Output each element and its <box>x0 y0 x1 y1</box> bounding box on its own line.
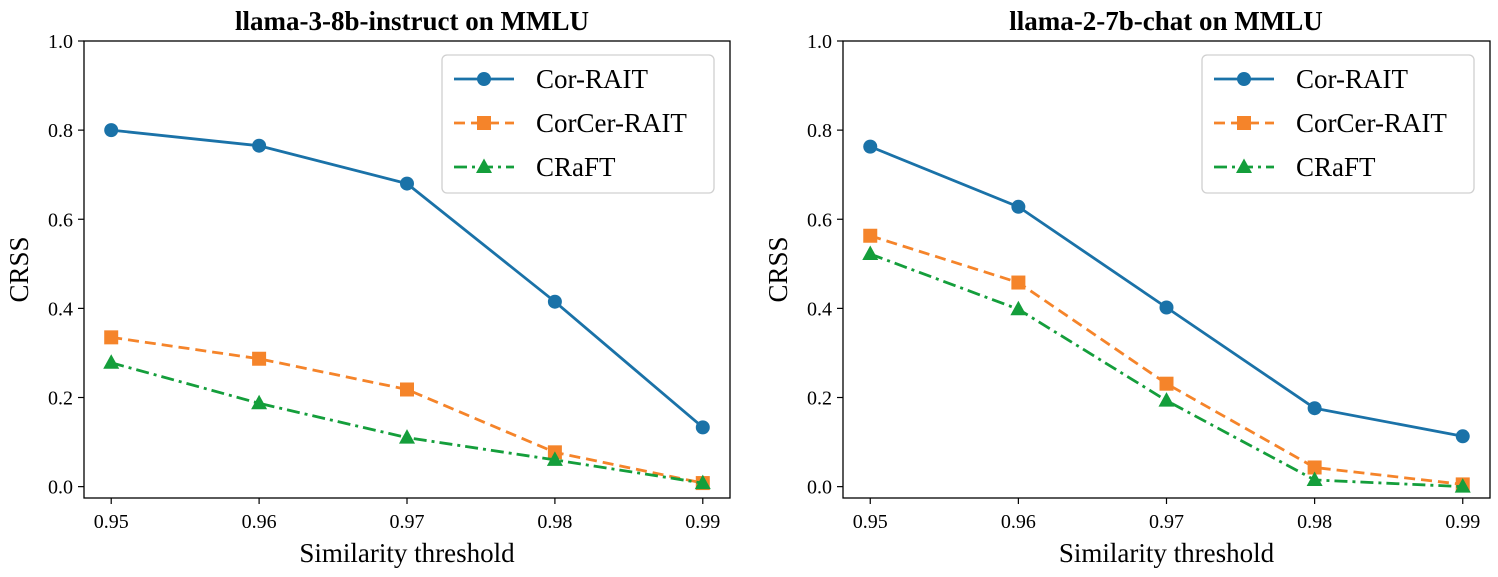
x-tick-label: 0.96 <box>1001 511 1036 533</box>
x-tick-label: 0.97 <box>390 511 425 533</box>
legend-label: CRaFT <box>536 152 616 182</box>
y-tick-label: 0.6 <box>48 209 73 231</box>
data-point <box>863 139 878 154</box>
data-point <box>400 176 414 191</box>
chart-title: llama-2-7b-chat on MMLU <box>1009 6 1322 36</box>
y-axis-label: CRSS <box>763 236 793 302</box>
x-tick-label: 0.95 <box>853 511 888 533</box>
data-point <box>1011 275 1026 290</box>
legend-marker <box>477 116 491 130</box>
data-point <box>1454 478 1471 493</box>
data-point <box>1159 376 1174 391</box>
data-point <box>547 294 562 309</box>
y-tick-label: 0.8 <box>807 120 832 142</box>
data-point <box>862 245 879 261</box>
series-line <box>110 361 704 485</box>
series-line <box>111 335 704 485</box>
data-point <box>399 429 415 444</box>
data-point <box>1307 460 1322 475</box>
data-point <box>694 474 711 490</box>
x-axis-label: Similarity threshold <box>299 538 515 568</box>
legend-marker <box>1236 158 1252 173</box>
legend-label: CRaFT <box>1296 152 1376 182</box>
data-point <box>1158 392 1175 407</box>
data-point <box>1159 300 1174 315</box>
data-point <box>863 228 878 243</box>
legend-label: CorCer-RAIT <box>1296 108 1447 138</box>
data-point <box>400 382 414 397</box>
y-tick-label: 1.0 <box>48 31 73 53</box>
y-tick-label: 0.0 <box>48 477 73 499</box>
series-craft <box>862 245 1471 493</box>
series-craft <box>103 354 711 490</box>
legend-box <box>1201 54 1475 194</box>
data-point <box>104 330 119 345</box>
y-tick-label: 0.2 <box>807 388 832 410</box>
data-point <box>695 420 710 435</box>
data-point <box>252 351 267 366</box>
legend-label: Cor-RAIT <box>1296 64 1408 94</box>
legend-marker <box>476 158 492 173</box>
legend: Cor-RAIT CorCer-RAIT CRaFT <box>1201 54 1475 194</box>
y-axis-label: CRSS <box>4 236 34 302</box>
data-point <box>1455 429 1470 444</box>
y-tick-label: 0.6 <box>807 209 832 231</box>
chart-panel-1: llama-3-8b-instruct on MMLU 0.95 0.96 0.97 0… <box>4 6 731 568</box>
chart-panel-2: llama-2-7b-chat on MMLU 0.95 0.96 0.97 0.98 0… <box>763 6 1491 568</box>
series-line <box>869 252 1463 489</box>
x-tick-label: 0.99 <box>1445 511 1480 533</box>
legend-marker <box>477 72 491 86</box>
data-point <box>103 354 120 369</box>
legend-box <box>441 54 715 194</box>
x-tick-label: 0.99 <box>685 511 720 533</box>
y-tick-label: 0.2 <box>48 388 73 410</box>
data-point <box>104 123 119 138</box>
x-axis-label: Similarity threshold <box>1059 538 1275 568</box>
x-tick-label: 0.98 <box>1297 511 1332 533</box>
x-tick-label: 0.96 <box>242 511 277 533</box>
legend-label: Cor-RAIT <box>536 64 648 94</box>
y-tick-label: 0.4 <box>48 298 73 320</box>
series-corcer-rait <box>863 228 1470 492</box>
data-point <box>251 394 268 410</box>
data-point <box>1011 199 1026 214</box>
data-point <box>546 451 563 466</box>
legend-marker <box>1237 116 1251 130</box>
data-point <box>1306 471 1323 486</box>
x-tick-label: 0.97 <box>1149 511 1184 533</box>
legend: Cor-RAIT CorCer-RAIT CRaFT <box>441 54 715 194</box>
y-tick-label: 0.8 <box>48 120 73 142</box>
data-point <box>1307 401 1322 416</box>
legend-marker <box>1237 72 1251 86</box>
x-tick-label: 0.98 <box>537 511 572 533</box>
series-cor-rait <box>863 139 1470 444</box>
series-cor-rait <box>104 123 710 435</box>
y-tick-label: 0.0 <box>807 477 832 499</box>
y-tick-label: 1.0 <box>807 31 832 53</box>
data-point <box>1010 300 1027 316</box>
y-tick-label: 0.4 <box>807 298 832 320</box>
x-tick-label: 0.95 <box>94 511 129 533</box>
series-line <box>869 234 1463 486</box>
chart-title: llama-3-8b-instruct on MMLU <box>235 6 589 36</box>
legend-label: CorCer-RAIT <box>536 108 687 138</box>
data-point <box>252 138 267 153</box>
